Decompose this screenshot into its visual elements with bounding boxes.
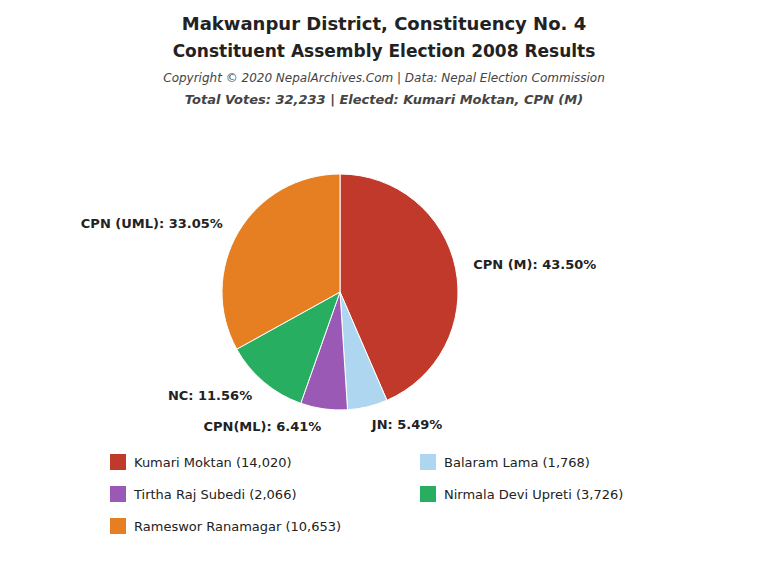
pie: CPN (M): 43.50% JN: 5.49% CPN(ML): 6.41% NC… — [81, 174, 597, 434]
chart: Makwanpur District, Constituency No. 4 Co… — [0, 0, 768, 576]
data-label: JN: 5.49% — [371, 417, 443, 432]
data-label: CPN (UML): 33.05% — [81, 215, 223, 230]
legend-swatch — [110, 486, 126, 502]
annotation: Copyright © 2020 NepalArchives.Com | Dat… — [163, 71, 605, 85]
legend-swatch — [420, 486, 436, 502]
legend-label: Kumari Moktan (14,020) — [134, 455, 292, 470]
legend-swatch — [420, 454, 436, 470]
legend-swatch — [110, 454, 126, 470]
legend-label: Rameswor Ranamagar (10,653) — [134, 519, 341, 534]
annotation: Total Votes: 32,233 | Elected: Kumari Mo… — [185, 92, 583, 107]
subtitle: Constituent Assembly Election 2008 Resul… — [173, 41, 596, 61]
legend-label: Nirmala Devi Upreti (3,726) — [444, 487, 623, 502]
legend-swatch — [110, 518, 126, 534]
legend: Kumari Moktan (14,020) Balaram Lama (1,76… — [110, 454, 623, 534]
legend-label: Tirtha Raj Subedi (2,066) — [133, 487, 297, 502]
pie-slice — [222, 174, 340, 349]
data-label: CPN(ML): 6.41% — [203, 419, 321, 434]
data-label: CPN (M): 43.50% — [473, 257, 596, 272]
legend-label: Balaram Lama (1,768) — [444, 455, 590, 470]
title: Makwanpur District, Constituency No. 4 — [182, 13, 586, 34]
data-label: NC: 11.56% — [168, 388, 252, 403]
pie-slice — [340, 292, 387, 410]
